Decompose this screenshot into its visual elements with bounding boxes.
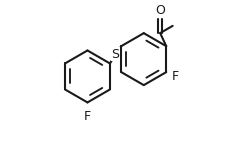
Text: S: S: [112, 48, 120, 61]
Text: F: F: [84, 110, 91, 123]
Text: F: F: [172, 70, 179, 83]
Text: O: O: [155, 4, 165, 17]
